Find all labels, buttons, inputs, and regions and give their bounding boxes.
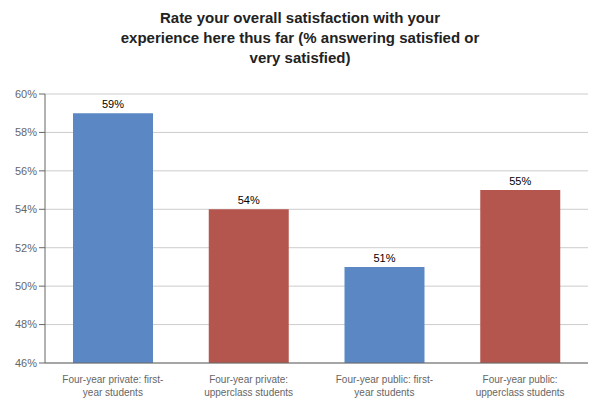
svg-text:60%: 60% — [15, 88, 37, 100]
svg-text:55%: 55% — [509, 175, 531, 187]
html-text:Rate your overall satisfaction: Rate your overall satisfaction with your… — [120, 9, 480, 66]
svg-text:46%: 46% — [15, 357, 37, 369]
svg-text:Four-year public: first-year s: Four-year public: first-year students — [336, 374, 433, 398]
svg-text:54%: 54% — [15, 203, 37, 215]
svg-text:56%: 56% — [15, 165, 37, 177]
svg-text:Four-year public:upperclass st: Four-year public:upperclass students — [476, 374, 565, 398]
svg-text:Four-year private:upperclass s: Four-year private:upperclass students — [204, 374, 293, 398]
svg-text:59%: 59% — [102, 98, 124, 110]
svg-text:48%: 48% — [15, 318, 37, 330]
svg-text:54%: 54% — [238, 194, 260, 206]
svg-text:52%: 52% — [15, 242, 37, 254]
svg-text:51%: 51% — [373, 252, 395, 264]
svg-text:50%: 50% — [15, 280, 37, 292]
svg-text:58%: 58% — [15, 126, 37, 138]
svg-text:Four-year private: first-year: Four-year private: first-year students — [62, 374, 163, 398]
